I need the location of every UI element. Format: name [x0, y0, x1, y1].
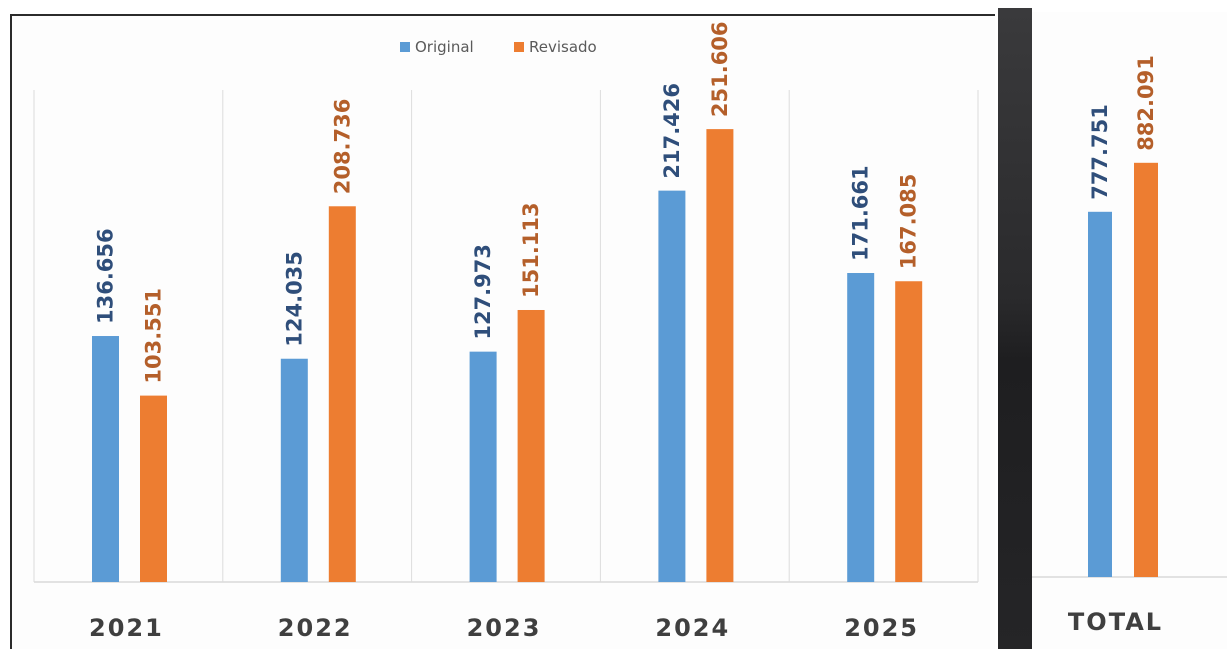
data-label-revisado-2021: 103.551 — [142, 288, 166, 384]
legend-swatch-original — [400, 42, 410, 52]
legend-item-original: Original — [400, 38, 474, 56]
data-label-original-2025: 171.661 — [849, 165, 873, 261]
data-label-original-total: 777.751 — [1088, 104, 1112, 200]
bar-original-2021 — [92, 336, 119, 582]
data-label-revisado-2022: 208.736 — [330, 99, 354, 195]
data-label-original-2021: 136.656 — [94, 228, 118, 324]
bar-revisado-2023 — [517, 309, 545, 582]
category-label-2022: 2022 — [278, 614, 353, 642]
legend-swatch-revisado — [514, 42, 524, 52]
bar-original-2025 — [847, 273, 875, 582]
total-chart-panel: 777.751 882.091 TOTAL — [1032, 12, 1227, 649]
bar-revisado-total — [1134, 162, 1158, 577]
data-label-original-2023: 127.973 — [471, 244, 495, 340]
legend-label-revisado: Revisado — [529, 38, 597, 56]
data-label-original-2022: 124.035 — [282, 251, 306, 347]
data-label-revisado-2023: 151.113 — [519, 202, 543, 298]
legend-item-revisado: Revisado — [514, 38, 597, 56]
bar-revisado-2021 — [140, 395, 167, 582]
bar-original-2023 — [469, 351, 497, 582]
yearly-bar-chart: 136.656 103.551 2021 124.035 208.736 2022 127.… — [33, 21, 979, 642]
category-label-2025: 2025 — [844, 614, 919, 642]
legend-label-original: Original — [415, 38, 474, 56]
bar-revisado-2025 — [895, 281, 923, 582]
bar-original-2022 — [280, 358, 308, 582]
panel-divider — [998, 8, 1032, 649]
yearly-chart-panel: Original Revisado 136.656 103.551 2021 124.… — [10, 14, 995, 649]
category-label-2024: 2024 — [655, 614, 730, 642]
bar-revisado-2024 — [706, 129, 734, 582]
total-bar-chart: 777.751 882.091 TOTAL — [1032, 55, 1227, 636]
category-label-2023: 2023 — [467, 614, 542, 642]
data-label-revisado-2025: 167.085 — [897, 174, 921, 270]
data-label-revisado-total: 882.091 — [1134, 55, 1158, 151]
bar-original-2024 — [658, 190, 686, 583]
bar-revisado-2022 — [328, 206, 356, 582]
category-label-2021: 2021 — [89, 614, 164, 642]
bar-original-total — [1088, 211, 1112, 578]
data-label-original-2024: 217.426 — [660, 83, 684, 179]
data-label-revisado-2024: 251.606 — [708, 21, 732, 117]
category-label-total: TOTAL — [1068, 608, 1163, 636]
